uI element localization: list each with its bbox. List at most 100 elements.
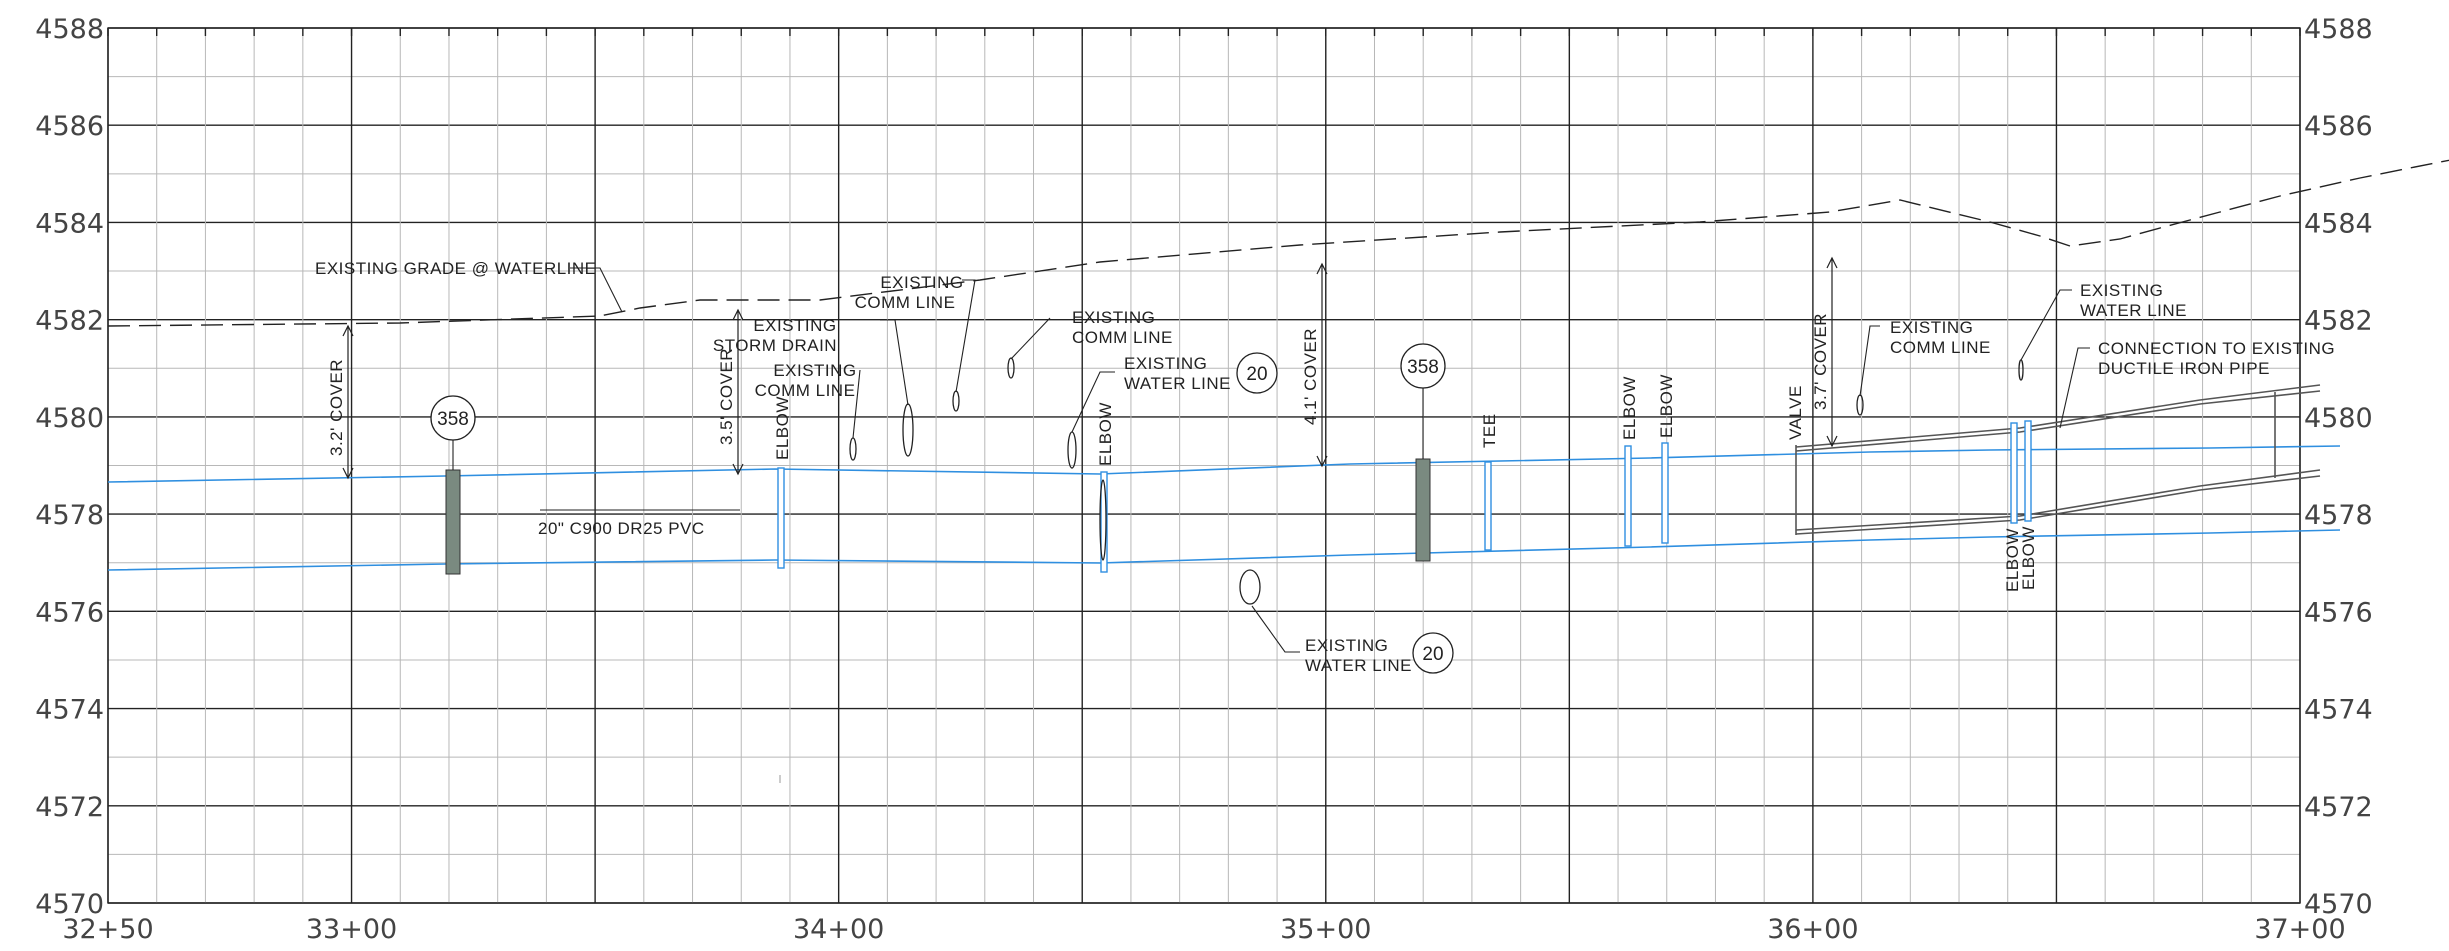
elbow-fitting-2 (1100, 471, 1108, 573)
elevation-label-right: 4572 (2304, 792, 2373, 823)
existing-comm-line-ellipse-2 (952, 390, 960, 412)
elevation-label-left: 4578 (35, 500, 104, 531)
elbow-fitting-4 (1661, 442, 1669, 544)
comm4-callout-line1: EXISTING (1890, 318, 1973, 337)
cover-label-2: 3.5' COVER (717, 348, 736, 445)
elbow-fitting-6 (2024, 420, 2032, 522)
station-label: 34+00 (793, 914, 884, 945)
bubble-358-2: 358 (1400, 343, 1446, 459)
tee-fitting (1484, 461, 1492, 551)
storm-drain-leader (880, 319, 909, 406)
comm2-leader (955, 279, 976, 393)
profile-grid (107, 27, 2301, 904)
station-label: 35+00 (1280, 914, 1371, 945)
water3-callout-line2: WATER LINE (2080, 301, 2187, 320)
pipe-top-line (107, 445, 2341, 483)
profile-frame (107, 27, 2301, 904)
fitting-label-elbow-1: ELBOW (773, 396, 792, 460)
existing-water-line-ellipse-1 (1067, 431, 1077, 469)
elevation-label-left: 4586 (35, 111, 104, 142)
elevation-label-left: 4582 (35, 306, 104, 337)
water1-callout-line2: WATER LINE (1124, 374, 1231, 393)
elevation-label-left: 4574 (35, 695, 104, 726)
comm2-callout-line1: EXISTING (880, 273, 963, 292)
fitting-label-elbow-6: ELBOW (2019, 526, 2038, 590)
existing-comm-line-ellipse-1 (849, 437, 857, 461)
comm1-leader (852, 369, 861, 439)
cover-dimension-3 (1316, 262, 1328, 468)
water1-leader (1071, 371, 1115, 433)
elevation-label-left: 4572 (35, 792, 104, 823)
comm1-callout-line1: EXISTING (773, 361, 856, 380)
cover-dimension-1 (342, 324, 354, 480)
elevation-label-right: 4588 (2304, 14, 2373, 45)
water1-callout-line1: EXISTING (1124, 354, 1207, 373)
axis-labels: 4588 4588 4586 4586 4584 4584 4582 4582 4580 4580… (35, 14, 2372, 945)
cover-label-3: 4.1' COVER (1301, 328, 1320, 425)
ductile-iron-pipe-top-inner (1795, 390, 2321, 452)
elevation-label-right: 4578 (2304, 500, 2373, 531)
connection-callout-line1: CONNECTION TO EXISTING (2098, 339, 2335, 358)
comm3-leader (1010, 317, 1051, 360)
elevation-label-right: 4570 (2304, 889, 2373, 920)
elevation-label-right: 4580 (2304, 403, 2373, 434)
comm4-callout-line2: COMM LINE (1890, 338, 1991, 357)
station-label: 37+00 (2254, 914, 2345, 945)
elevation-label-left: 4588 (35, 14, 104, 45)
pipe-label: 20" C900 DR25 PVC (538, 519, 705, 538)
cover-dimension-4 (1826, 256, 1838, 448)
elevation-label-left: 4580 (35, 403, 104, 434)
station-label: 32+50 (62, 914, 153, 945)
fitting-label-elbow-5: ELBOW (2003, 528, 2022, 592)
cover-label-4: 3.7' COVER (1811, 313, 1830, 410)
water2-leader (1251, 605, 1300, 653)
elevation-label-left: 4584 (35, 208, 104, 239)
existing-water-line-ellipse-2 (1239, 569, 1261, 605)
comm4-leader (1859, 325, 1880, 397)
elevation-label-left: 4576 (35, 597, 104, 628)
fitting-label-tee: TEE (1480, 413, 1499, 448)
existing-water-line-ellipse-3 (2018, 359, 2024, 381)
elevation-label-right: 4586 (2304, 111, 2373, 142)
elevation-label-right: 4576 (2304, 597, 2373, 628)
connection-callout-line2: DUCTILE IRON PIPE (2098, 359, 2270, 378)
elevation-label-right: 4582 (2304, 306, 2373, 337)
elbow-fitting-1 (777, 467, 785, 569)
water3-callout-line1: EXISTING (2080, 281, 2163, 300)
water3-leader (2020, 289, 2072, 361)
connection-leader (2059, 347, 2090, 429)
station-label: 36+00 (1767, 914, 1858, 945)
ductile-iron-pipe-bottom-inner (1795, 475, 2321, 535)
storm-drain-callout-line1: EXISTING (753, 316, 836, 335)
bubble-358-1: 358 (430, 395, 476, 470)
bubble-20-2-label: 20 (1422, 644, 1443, 665)
comm3-callout-line2: COMM LINE (1072, 328, 1173, 347)
fitting-label-elbow-2: ELBOW (1096, 402, 1115, 466)
fitting-label-elbow-4: ELBOW (1657, 374, 1676, 438)
bubble-358-1-label: 358 (437, 409, 469, 430)
fitting-label-valve: VALVE (1786, 385, 1805, 440)
thrust-block-1 (445, 469, 461, 575)
station-label: 33+00 (306, 914, 397, 945)
grade-leader (570, 267, 623, 313)
bubble-20-1: 20 (1236, 352, 1278, 394)
ductile-iron-pipe-top (1795, 384, 2321, 448)
bubble-20-2: 20 (1412, 632, 1454, 674)
elbow-fitting-5 (2010, 422, 2018, 524)
cover-dimension-2 (732, 308, 744, 476)
elevation-label-right: 4574 (2304, 695, 2373, 726)
comm1-callout-line2: COMM LINE (755, 381, 856, 400)
existing-storm-drain-ellipse (902, 403, 914, 457)
elbow-ellipse (1099, 479, 1107, 561)
comm3-callout-line1: EXISTING (1072, 308, 1155, 327)
grade-label: EXISTING GRADE @ WATERLINE (315, 259, 597, 278)
comm2-callout-line2: COMM LINE (855, 293, 956, 312)
bubble-358-2-label: 358 (1407, 357, 1439, 378)
cover-label-1: 3.2' COVER (327, 359, 346, 456)
ductile-iron-pipe-bottom (1795, 469, 2321, 531)
bubble-20-1-label: 20 (1246, 364, 1267, 385)
water2-callout-line1: EXISTING (1305, 636, 1388, 655)
storm-drain-callout-line2: STORM DRAIN (713, 336, 837, 355)
existing-comm-line-ellipse-3 (1007, 357, 1015, 379)
existing-grade-line (107, 159, 2449, 327)
